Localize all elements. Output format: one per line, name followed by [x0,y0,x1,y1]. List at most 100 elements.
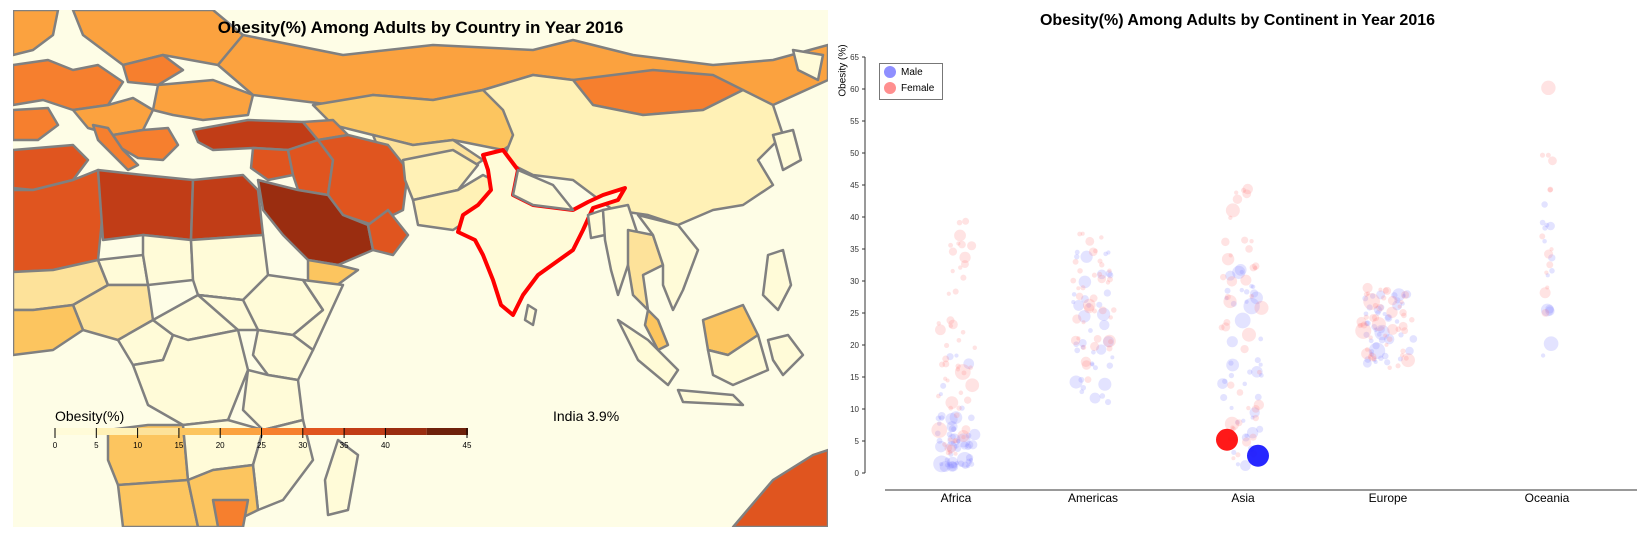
data-point-female [1382,287,1389,294]
data-point-female [1223,294,1237,309]
data-point-male [1078,310,1091,323]
data-point-male [946,353,954,361]
data-point-male [1235,419,1240,425]
data-point-male [1095,344,1107,355]
data-point-male [1078,338,1087,347]
data-point-female [1545,285,1550,290]
data-point-male [953,443,959,449]
data-point-female [958,265,963,270]
data-point-male [1254,393,1262,401]
data-point-female [942,442,947,447]
data-point-female [1097,274,1107,284]
legend-tick-label: 35 [340,441,349,450]
data-point-male [1409,335,1418,343]
data-point-male [1545,306,1555,316]
data-point-female [1397,304,1402,309]
data-point-female [936,393,941,399]
data-point-female [1256,369,1262,375]
y-tick-label: 45 [850,181,859,190]
data-point-male [934,430,941,437]
chart-canvas: 0 5 10 15 20 25 30 35 40 45 50 55 60 65 Africa Americas… [850,53,1637,505]
legend-swatch-6 [302,428,345,435]
data-point-male [1377,326,1385,334]
data-point-male [1371,323,1378,330]
data-point-male [939,462,944,467]
data-point-male [1086,302,1092,308]
data-point-female [1106,276,1113,283]
data-point-male [951,426,957,432]
country-europe-west [13,58,125,112]
data-point-female [1220,273,1227,281]
data-point-female [958,240,966,249]
data-point-female [1225,203,1240,218]
legend-tick-label: 45 [463,441,472,450]
data-point-male [947,433,961,447]
data-point-male [948,451,954,457]
data-point-male [1378,336,1386,344]
data-point-male [1106,362,1114,369]
data-point-male [961,461,969,470]
data-point-female [1365,291,1371,296]
data-point-female [1240,344,1249,354]
data-point-female [1081,320,1086,325]
data-point-female [1070,335,1081,346]
data-point-female [1544,270,1549,275]
legend-swatch-8 [385,428,427,435]
legend-item-male[interactable]: Male [880,64,942,80]
data-point-male [1246,427,1259,439]
legend-title: Obesity(%) [55,408,125,424]
data-point-male [950,462,958,469]
data-point-male [1239,287,1245,293]
data-point-male [956,433,971,448]
data-point-female [1080,356,1092,368]
data-point-female [1371,317,1386,332]
data-point-female [1083,303,1095,314]
data-point-female [1241,327,1256,342]
choropleth-map[interactable]: 0 5 10 15 20 25 30 35 40 45 Obesity(%) Among Adul… [13,10,828,527]
x-tick-label: Asia [1231,491,1255,505]
data-point-male [1397,356,1403,362]
data-point-male [1078,275,1092,289]
x-tick-label: Americas [1068,491,1118,505]
data-point-female [960,274,967,281]
data-point-female [1401,312,1407,319]
country-zimbabwe [211,498,250,527]
data-point-male [1092,365,1098,371]
data-point-male [954,353,959,358]
data-point-female [1363,314,1369,320]
data-point-female [960,329,966,335]
data-point-female [1361,348,1373,360]
country-west-coast [13,303,85,357]
data-point-female [968,365,973,370]
country-congo [131,328,250,427]
data-point-male [948,425,957,433]
data-point-male [1548,254,1556,262]
data-point-female [956,405,962,411]
data-point-male [1222,378,1228,384]
data-point-male [1107,272,1114,279]
data-point-female [1221,322,1231,332]
data-point-male [963,358,975,370]
data-point-female [1539,233,1546,240]
data-point-female [1387,365,1392,370]
data-point-female [1547,187,1553,193]
data-point-female [1395,326,1402,333]
country-korea [771,128,803,172]
data-point-female [1245,245,1253,253]
data-point-female [1226,276,1238,287]
data-point-male [1249,407,1260,418]
data-point-male [1224,287,1231,294]
data-point-male [965,464,971,469]
data-point-female [1539,152,1546,158]
data-point-male [1074,347,1081,354]
data-point-female [1080,285,1086,291]
map-canvas[interactable]: 0 5 10 15 20 25 30 35 40 45 [13,10,828,527]
data-point-female [944,444,953,452]
data-point-male [1224,295,1229,301]
chart-legend: Male Female [879,63,943,100]
data-point-male [1373,305,1382,314]
data-point-female [1228,215,1233,220]
data-point-male [965,453,974,462]
data-point-female [1386,336,1393,342]
legend-item-female[interactable]: Female [880,80,942,96]
